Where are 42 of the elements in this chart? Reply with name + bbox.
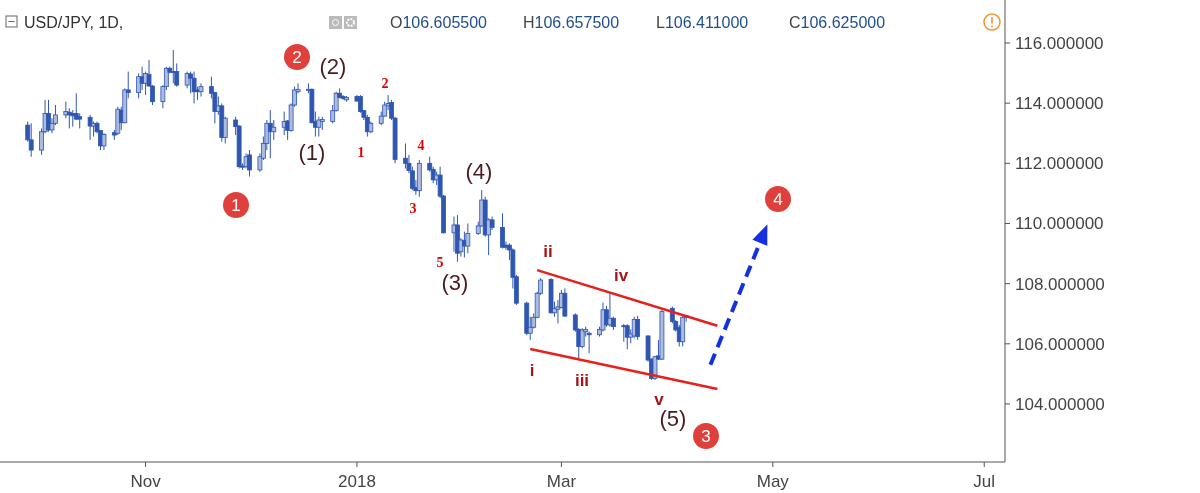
annotation: 1 — [231, 196, 241, 215]
annotation: ii — [543, 242, 553, 261]
annotation: O106.605500 — [390, 14, 488, 31]
x-tick-label: 2018 — [338, 472, 376, 491]
y-tick-label: 114.000000 — [1015, 94, 1104, 114]
text: USD/JPY, 1D, — [24, 14, 124, 31]
annotation: iv — [613, 266, 629, 285]
annotation: 4 — [417, 138, 425, 153]
y-tick-label: 116.000000 — [1015, 34, 1104, 54]
annotation: (4) — [465, 159, 493, 184]
x-tick-label: Nov — [130, 472, 162, 491]
annotation: 3 — [701, 427, 711, 446]
candlestick — [28, 122, 34, 158]
candlestick — [403, 142, 408, 169]
annotation: 2 — [381, 76, 389, 91]
annotation: (2) — [319, 54, 347, 79]
y-tick-label: 112.000000 — [1015, 154, 1104, 174]
x-tick-label: May — [756, 472, 790, 491]
annotation: 4 — [773, 190, 783, 209]
annotation: L106.411000 — [656, 14, 749, 31]
annotation: i — [529, 361, 535, 380]
annotation: iii — [574, 371, 590, 390]
annotation: v — [654, 390, 665, 409]
annotation: (1) — [298, 140, 326, 165]
annotation: H106.657500 — [523, 14, 620, 31]
annotation: 1 — [357, 145, 365, 160]
y-tick-label: 108.000000 — [1015, 274, 1105, 294]
candlestick — [139, 66, 145, 91]
y-tick-label: 110.000000 — [1015, 214, 1104, 234]
candlestick — [500, 212, 505, 249]
annotation: 2 — [292, 48, 302, 67]
candlestick — [635, 315, 641, 341]
annotation: C106.625000 — [789, 14, 886, 31]
x-tick-label: Jul — [973, 472, 996, 491]
annotation: 3 — [409, 201, 417, 216]
y-tick-label: 104.000000 — [1015, 394, 1105, 414]
annotation: (3) — [441, 270, 469, 295]
candlestick — [271, 119, 277, 141]
annotation: (5) — [659, 406, 687, 431]
y-tick-label: 106.000000 — [1015, 334, 1105, 354]
annotation: 5 — [436, 255, 444, 270]
x-tick-label: Mar — [546, 472, 577, 491]
